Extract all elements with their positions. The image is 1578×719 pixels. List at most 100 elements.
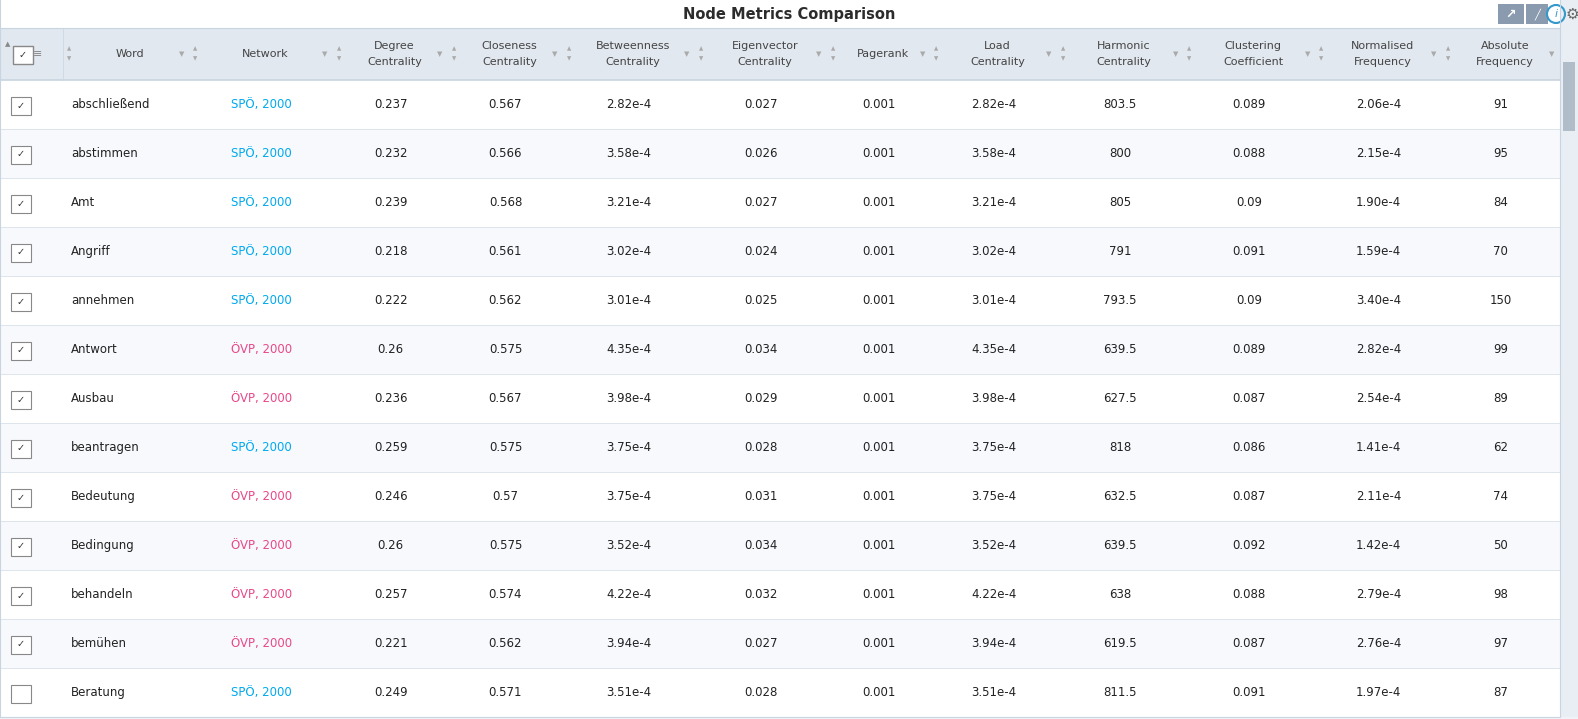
Text: Node Metrics Comparison: Node Metrics Comparison <box>683 6 895 22</box>
FancyBboxPatch shape <box>11 636 32 654</box>
FancyBboxPatch shape <box>11 293 32 311</box>
Text: 0.091: 0.091 <box>1232 686 1266 699</box>
FancyBboxPatch shape <box>13 46 33 64</box>
Text: 62: 62 <box>1493 441 1509 454</box>
Text: 3.98e-4: 3.98e-4 <box>970 392 1016 405</box>
Text: 0.09: 0.09 <box>1236 294 1262 307</box>
Text: 0.26: 0.26 <box>377 343 404 356</box>
Text: 619.5: 619.5 <box>1103 637 1136 650</box>
Text: Load: Load <box>985 41 1011 51</box>
Text: SPÖ, 2000: SPÖ, 2000 <box>230 98 292 111</box>
FancyBboxPatch shape <box>11 96 32 114</box>
Bar <box>0 619 1561 668</box>
Text: 3.94e-4: 3.94e-4 <box>606 637 652 650</box>
Text: ▼: ▼ <box>437 51 443 57</box>
Text: 0.001: 0.001 <box>862 588 895 601</box>
FancyBboxPatch shape <box>11 342 32 360</box>
Text: 2.06e-4: 2.06e-4 <box>1356 98 1401 111</box>
Text: 0.574: 0.574 <box>489 588 522 601</box>
Text: ▼: ▼ <box>832 57 835 62</box>
Text: 0.237: 0.237 <box>374 98 407 111</box>
Text: 0.571: 0.571 <box>489 686 522 699</box>
Text: 638: 638 <box>1109 588 1131 601</box>
FancyBboxPatch shape <box>11 390 32 408</box>
Text: 3.01e-4: 3.01e-4 <box>970 294 1016 307</box>
Text: 811.5: 811.5 <box>1103 686 1136 699</box>
Text: ✓: ✓ <box>17 590 25 600</box>
Text: ✓: ✓ <box>17 247 25 257</box>
Text: 803.5: 803.5 <box>1103 98 1136 111</box>
Text: ⚙: ⚙ <box>1565 6 1578 22</box>
Text: 0.087: 0.087 <box>1232 392 1266 405</box>
Text: SPÖ, 2000: SPÖ, 2000 <box>230 441 292 454</box>
Text: 3.21e-4: 3.21e-4 <box>970 196 1016 209</box>
Text: 0.028: 0.028 <box>745 686 778 699</box>
Text: 97: 97 <box>1493 637 1509 650</box>
Text: ▼: ▼ <box>178 51 185 57</box>
Text: 0.086: 0.086 <box>1232 441 1266 454</box>
Bar <box>0 0 1578 28</box>
Text: Eigenvector: Eigenvector <box>732 41 798 51</box>
Bar <box>0 521 1561 570</box>
Bar <box>0 276 1561 325</box>
Text: ÖVP, 2000: ÖVP, 2000 <box>230 490 292 503</box>
FancyBboxPatch shape <box>11 145 32 163</box>
Text: 0.027: 0.027 <box>745 196 778 209</box>
Text: Centrality: Centrality <box>606 57 660 67</box>
Text: 3.21e-4: 3.21e-4 <box>606 196 652 209</box>
Text: 0.221: 0.221 <box>374 637 407 650</box>
Text: 0.239: 0.239 <box>374 196 407 209</box>
Text: 50: 50 <box>1493 539 1509 552</box>
Text: abschließend: abschließend <box>71 98 150 111</box>
Text: 627.5: 627.5 <box>1103 392 1136 405</box>
Text: 0.575: 0.575 <box>489 343 522 356</box>
Text: 89: 89 <box>1493 392 1509 405</box>
Text: ▲: ▲ <box>1445 47 1450 52</box>
Text: 0.232: 0.232 <box>374 147 407 160</box>
Text: 0.001: 0.001 <box>862 637 895 650</box>
Text: 0.259: 0.259 <box>374 441 407 454</box>
Text: Clustering: Clustering <box>1225 41 1281 51</box>
Text: ✓: ✓ <box>17 150 25 160</box>
Text: 0.561: 0.561 <box>489 245 522 258</box>
Text: ▲: ▲ <box>699 47 704 52</box>
Text: ✓: ✓ <box>17 296 25 306</box>
Text: ▼: ▼ <box>194 57 197 62</box>
FancyBboxPatch shape <box>11 538 32 556</box>
Text: 0.246: 0.246 <box>374 490 407 503</box>
Text: 1.41e-4: 1.41e-4 <box>1356 441 1401 454</box>
Text: 0.087: 0.087 <box>1232 490 1266 503</box>
Text: 95: 95 <box>1493 147 1509 160</box>
Text: ✓: ✓ <box>17 493 25 503</box>
Text: 0.032: 0.032 <box>745 588 778 601</box>
Text: Closeness: Closeness <box>481 41 538 51</box>
Text: ✓: ✓ <box>17 198 25 209</box>
Text: 1.97e-4: 1.97e-4 <box>1356 686 1401 699</box>
FancyBboxPatch shape <box>11 244 32 262</box>
Text: 805: 805 <box>1109 196 1131 209</box>
Text: 0.001: 0.001 <box>862 147 895 160</box>
Text: 0.087: 0.087 <box>1232 637 1266 650</box>
Text: 0.024: 0.024 <box>745 245 778 258</box>
Text: ▼: ▼ <box>451 57 456 62</box>
FancyBboxPatch shape <box>11 439 32 457</box>
Text: 0.088: 0.088 <box>1232 588 1266 601</box>
Text: 2.76e-4: 2.76e-4 <box>1356 637 1401 650</box>
Text: ▲: ▲ <box>66 47 71 52</box>
Text: ✓: ✓ <box>17 346 25 355</box>
Bar <box>0 472 1561 521</box>
Text: ▲: ▲ <box>5 41 11 47</box>
Text: 0.001: 0.001 <box>862 294 895 307</box>
Text: 3.75e-4: 3.75e-4 <box>970 490 1016 503</box>
Text: SPÖ, 2000: SPÖ, 2000 <box>230 294 292 307</box>
Text: 3.58e-4: 3.58e-4 <box>970 147 1016 160</box>
Text: 3.75e-4: 3.75e-4 <box>606 490 652 503</box>
Text: ▼: ▼ <box>1172 51 1177 57</box>
Text: behandeln: behandeln <box>71 588 134 601</box>
Text: Degree: Degree <box>374 41 415 51</box>
Text: Amt: Amt <box>71 196 95 209</box>
Bar <box>0 423 1561 472</box>
Text: 3.02e-4: 3.02e-4 <box>606 245 652 258</box>
Text: 1.59e-4: 1.59e-4 <box>1356 245 1401 258</box>
Text: 0.09: 0.09 <box>1236 196 1262 209</box>
